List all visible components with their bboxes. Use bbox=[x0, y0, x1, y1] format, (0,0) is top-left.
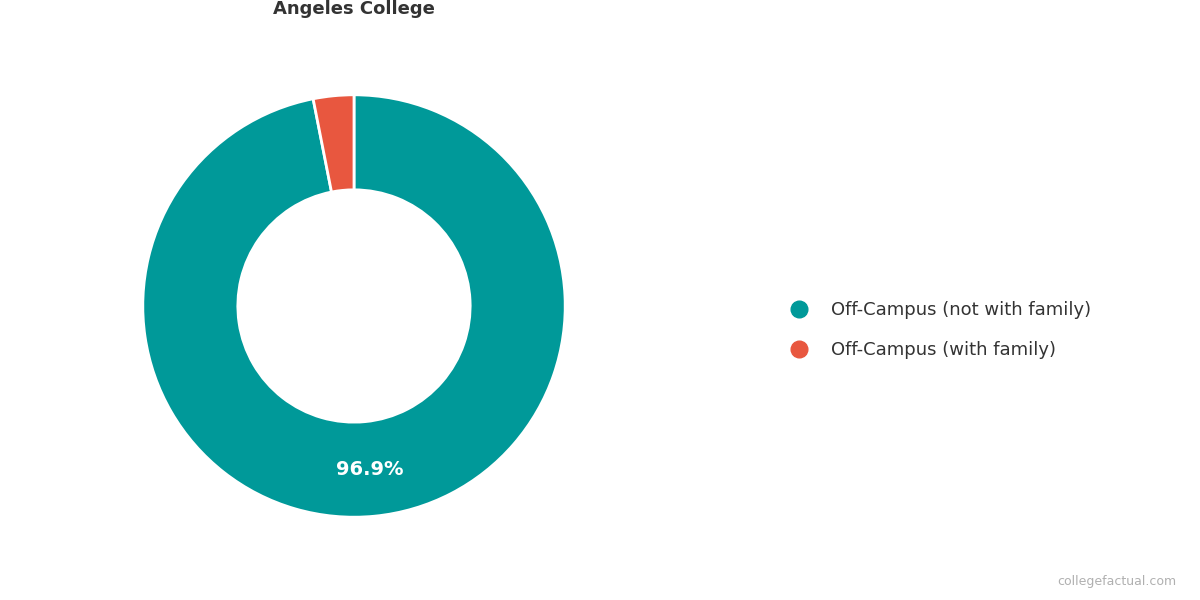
Wedge shape bbox=[313, 95, 354, 192]
Text: collegefactual.com: collegefactual.com bbox=[1057, 575, 1176, 588]
Legend: Off-Campus (not with family), Off-Campus (with family): Off-Campus (not with family), Off-Campus… bbox=[774, 294, 1098, 366]
Text: 96.9%: 96.9% bbox=[336, 460, 403, 479]
Title: Freshmen Living Arrangements at
Angeles College: Freshmen Living Arrangements at Angeles … bbox=[182, 0, 526, 18]
Wedge shape bbox=[143, 95, 565, 517]
